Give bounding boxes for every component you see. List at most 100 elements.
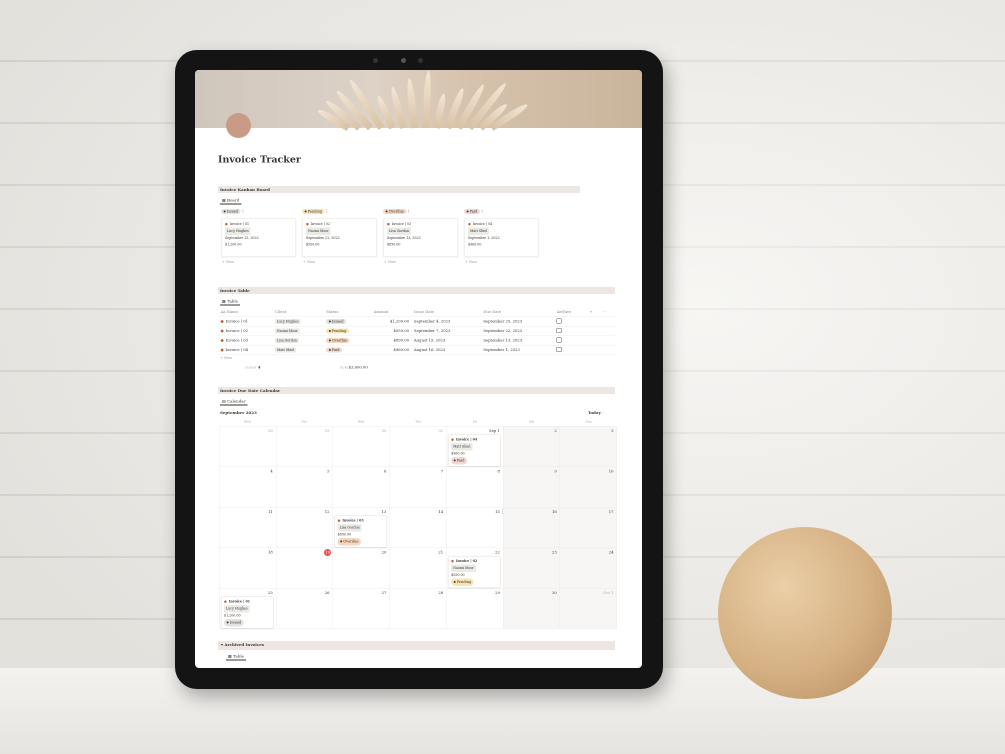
- cell-name[interactable]: Invoice | 03: [225, 338, 248, 343]
- tab-board[interactable]: ▦ Board: [220, 198, 242, 205]
- calendar-day[interactable]: 30: [503, 588, 561, 629]
- calendar-event[interactable]: ●Invoice | 01 Lucy Hughes $1,200.00 Issu…: [221, 596, 274, 629]
- invoice-icon: ●: [220, 338, 224, 343]
- calendar-day[interactable]: 19: [276, 548, 334, 589]
- day-number: 28: [438, 590, 444, 596]
- table-row[interactable]: ●Invoice | 04 Matt Shiel Paid $960.00 Au…: [218, 345, 615, 355]
- calendar-event[interactable]: ●Invoice | 03 Lisa Gordon $890.00 Overdu…: [334, 515, 388, 548]
- calendar-day[interactable]: 27: [333, 588, 390, 629]
- calendar-day[interactable]: 3: [560, 426, 617, 467]
- card-name: Invoice | 02: [310, 222, 331, 226]
- table-new-button[interactable]: + New: [220, 356, 233, 360]
- calendar-day[interactable]: 23: [503, 548, 561, 589]
- day-name: Mon: [244, 420, 251, 424]
- calendar-day[interactable]: 18: [219, 548, 277, 589]
- day-number: 16: [551, 509, 557, 515]
- leaf-decoration: [422, 70, 433, 129]
- calendar-day[interactable]: 8: [446, 467, 504, 508]
- column-header[interactable]: Client: [272, 307, 324, 317]
- calendar-event[interactable]: ●Invoice | 04 Matt Shiel $960.00 Paid: [448, 434, 501, 467]
- column-header[interactable]: Amount: [371, 307, 412, 317]
- prev-month-button[interactable]: ‹: [585, 410, 587, 416]
- tab-archived-table[interactable]: ▦ Table: [226, 654, 247, 661]
- cell-name[interactable]: Invoice | 02: [225, 328, 248, 334]
- archived-toggle[interactable]: ▾ Archived Invoices: [218, 641, 615, 650]
- card-name: Invoice | 03: [391, 222, 412, 226]
- kanban-column-header: Issued 1: [221, 209, 244, 214]
- calendar-day[interactable]: 6: [333, 467, 390, 508]
- calendar-day[interactable]: 29: [276, 426, 334, 467]
- day-number: 27: [381, 590, 387, 596]
- archive-checkbox[interactable]: [556, 346, 562, 352]
- tab-label: Table: [227, 299, 239, 304]
- calendar-day[interactable]: 21: [389, 548, 447, 589]
- calendar-day[interactable]: 15+: [446, 507, 507, 548]
- kanban-card[interactable]: ● Invoice | 02 Naomi Moor September 22, 2…: [302, 218, 377, 257]
- day-number: 28: [268, 428, 273, 434]
- kanban-card[interactable]: ● Invoice | 01 Lucy Hughes September 25, …: [221, 218, 296, 257]
- calendar-day[interactable]: Sep 1 ●Invoice | 04 Matt Shiel $960.00 P…: [446, 426, 504, 467]
- calendar-day[interactable]: 28: [219, 426, 277, 467]
- cell-name[interactable]: Invoice | 04: [225, 347, 248, 353]
- invoice-icon: ●: [387, 222, 390, 226]
- column-header[interactable]: Due Date: [480, 307, 555, 317]
- cell-amount: $1,200.00: [371, 316, 412, 327]
- invoice-icon: ●: [451, 559, 454, 563]
- next-month-button[interactable]: ›: [602, 410, 604, 416]
- event-amount: $550.00: [451, 573, 465, 577]
- invoice-icon: ●: [224, 599, 227, 604]
- status-pill: Issued: [221, 209, 241, 214]
- kanban-new-button[interactable]: + New: [303, 260, 316, 264]
- today-button[interactable]: Today: [587, 410, 601, 415]
- calendar-day[interactable]: 16: [503, 507, 561, 548]
- table-row[interactable]: ●Invoice | 01 Lucy Hughes Issued $1,200.…: [218, 316, 615, 327]
- archive-checkbox[interactable]: [556, 327, 562, 333]
- calendar-event[interactable]: ●Invoice | 02 Naomi Moor $550.00 Pending: [448, 556, 501, 588]
- calendar-day[interactable]: 22 ●Invoice | 02 Naomi Moor $550.00 Pend…: [446, 548, 504, 589]
- archive-checkbox[interactable]: [556, 318, 562, 324]
- calendar-day[interactable]: 5: [276, 467, 334, 508]
- table-row[interactable]: ●Invoice | 02 Naomi Moor Pending $550.00…: [218, 326, 615, 336]
- calendar-day[interactable]: Oct 1: [560, 588, 617, 629]
- calendar-day[interactable]: 17: [560, 507, 617, 548]
- calendar-day[interactable]: 11: [219, 507, 277, 548]
- archived-header: Archived Invoices: [224, 642, 265, 647]
- kanban-card[interactable]: ● Invoice | 04 Matt Shiel September 1, 20…: [464, 218, 539, 257]
- cell-issue-date: September 7, 2023: [411, 326, 481, 336]
- calendar-day[interactable]: 4: [219, 467, 277, 508]
- client-chip: Matt Shiel: [468, 227, 490, 235]
- kanban-new-button[interactable]: + New: [384, 260, 397, 264]
- calendar-day[interactable]: 13 ●Invoice | 03 Lisa Gordon $890.00 Ove…: [333, 507, 390, 548]
- calendar-day[interactable]: 30: [333, 426, 390, 467]
- column-header[interactable]: Status: [323, 307, 372, 317]
- column-header[interactable]: Issue Date: [411, 307, 481, 317]
- calendar-day[interactable]: 26: [276, 588, 334, 629]
- kanban-new-button[interactable]: + New: [465, 260, 478, 264]
- calendar-day[interactable]: 29: [446, 588, 504, 629]
- calendar-day[interactable]: 28: [389, 588, 447, 629]
- calendar-day[interactable]: 31: [389, 426, 447, 467]
- client-chip: Lucy Hughes: [225, 227, 251, 235]
- cell-name[interactable]: Invoice | 01: [225, 319, 248, 324]
- column-header[interactable]: +: [586, 307, 601, 317]
- calendar-day[interactable]: 12: [276, 507, 334, 548]
- calendar-day[interactable]: 24: [560, 548, 617, 589]
- calendar-day[interactable]: 20: [333, 548, 390, 589]
- tab-table[interactable]: ▦ Table: [220, 299, 241, 306]
- calendar-day[interactable]: 7: [389, 467, 447, 508]
- kanban-card[interactable]: ● Invoice | 03 Lisa Gordon September 13, …: [383, 218, 458, 257]
- page-icon[interactable]: [226, 113, 251, 138]
- kanban-new-button[interactable]: + New: [222, 260, 235, 264]
- calendar-day[interactable]: 9: [503, 467, 561, 508]
- column-header[interactable]: ···: [600, 307, 615, 317]
- camera-lens-icon: [401, 58, 406, 63]
- tab-calendar[interactable]: ▤ Calendar: [220, 399, 248, 406]
- calendar-day[interactable]: 14: [389, 507, 447, 548]
- calendar-day[interactable]: 10: [560, 467, 617, 508]
- archive-checkbox[interactable]: [556, 337, 562, 343]
- calendar-day[interactable]: 2: [503, 426, 561, 467]
- calendar-day[interactable]: 25 ●Invoice | 01 Lucy Hughes $1,200.00 I…: [219, 588, 277, 629]
- column-header[interactable]: Aa Name: [218, 307, 273, 317]
- column-header[interactable]: Archive: [554, 307, 587, 317]
- table-row[interactable]: ●Invoice | 03 Lisa Gordon Overdue $890.0…: [218, 335, 615, 346]
